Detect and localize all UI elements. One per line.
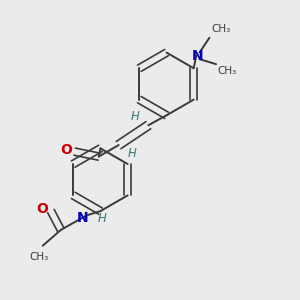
Text: H: H <box>98 212 107 224</box>
Text: O: O <box>37 202 49 216</box>
Text: CH₃: CH₃ <box>218 66 237 76</box>
Text: N: N <box>192 49 204 63</box>
Text: H: H <box>128 147 136 160</box>
Text: CH₃: CH₃ <box>211 24 230 34</box>
Text: H: H <box>131 110 140 124</box>
Text: N: N <box>76 211 88 225</box>
Text: O: O <box>61 143 72 157</box>
Text: CH₃: CH₃ <box>30 252 49 262</box>
